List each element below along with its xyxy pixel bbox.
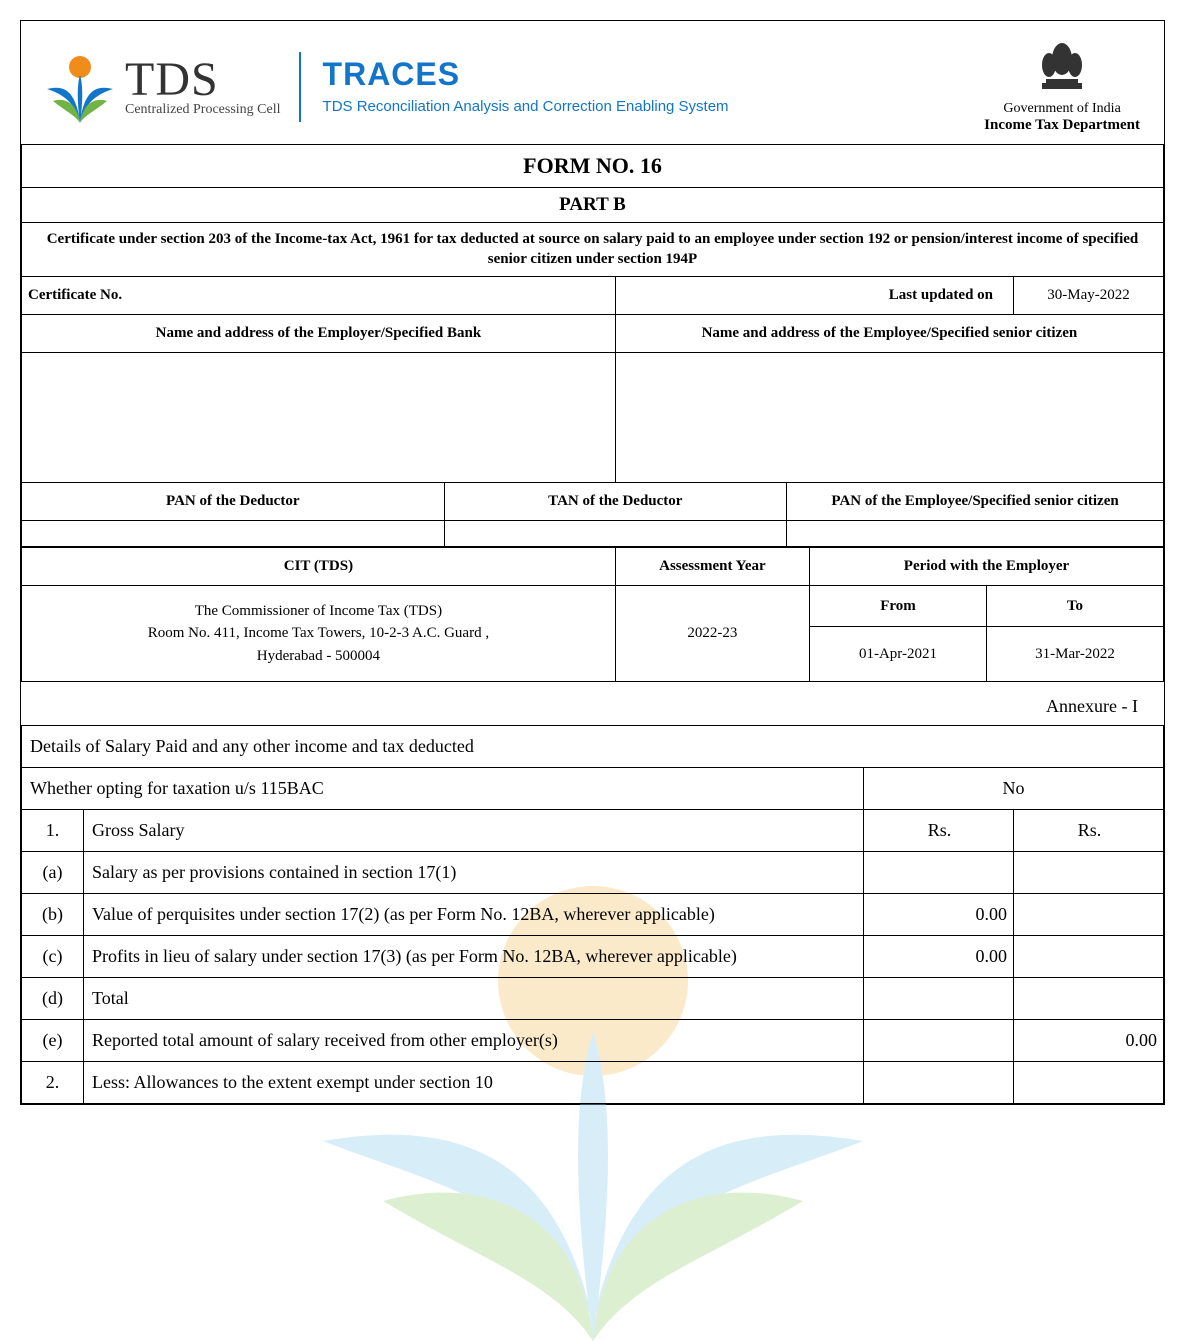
employer-address-cell (22, 352, 616, 482)
certificate-no-label: Certificate No. (22, 276, 616, 314)
cit-address: The Commissioner of Income Tax (TDS) Roo… (22, 585, 616, 682)
pan-employee-head: PAN of the Employee/Specified senior cit… (787, 482, 1164, 520)
row-d-amt2 (1014, 978, 1164, 1020)
gov-line1: Government of India (984, 101, 1140, 117)
row-e-amt1 (864, 1020, 1014, 1062)
form-header-table: FORM NO. 16 PART B Certificate under sec… (21, 144, 1164, 547)
gov-line2: Income Tax Department (984, 117, 1140, 134)
rs-header-1: Rs. (864, 810, 1014, 852)
cit-head: CIT (TDS) (22, 547, 616, 585)
ashoka-emblem-icon (1032, 39, 1092, 94)
row-c-amt2 (1014, 936, 1164, 978)
row-2-desc: Less: Allowances to the extent exempt un… (84, 1062, 864, 1104)
form-title: FORM NO. 16 (22, 145, 1164, 188)
row-b-desc: Value of perquisites under section 17(2)… (84, 894, 864, 936)
row-1-desc: Gross Salary (84, 810, 864, 852)
salary-details-table: Details of Salary Paid and any other inc… (21, 725, 1164, 1104)
traces-logo: TRACES TDS Reconciliation Analysis and C… (323, 58, 729, 115)
document-header: TDS Centralized Processing Cell TRACES T… (21, 21, 1164, 144)
row-a-desc: Salary as per provisions contained in se… (84, 852, 864, 894)
form-part: PART B (22, 188, 1164, 223)
row-d-desc: Total (84, 978, 864, 1020)
details-heading: Details of Salary Paid and any other inc… (22, 726, 1164, 768)
government-emblem-block: Government of India Income Tax Departmen… (984, 39, 1140, 134)
tan-deductor-value (444, 520, 787, 546)
header-divider (299, 52, 301, 122)
employee-address-cell (615, 352, 1163, 482)
row-b-amt1: 0.00 (864, 894, 1014, 936)
opt-115bac-label: Whether opting for taxation u/s 115BAC (22, 768, 864, 810)
row-2-amt2 (1014, 1062, 1164, 1104)
row-a-index: (a) (22, 852, 84, 894)
tds-title: TDS (125, 56, 281, 104)
row-c-amt1: 0.00 (864, 936, 1014, 978)
annexure-label: Annexure - I (21, 682, 1164, 725)
pan-deductor-value (22, 520, 445, 546)
from-date: 01-Apr-2021 (809, 627, 986, 682)
tan-deductor-head: TAN of the Deductor (444, 482, 787, 520)
employee-head: Name and address of the Employee/Specifi… (615, 314, 1163, 352)
row-c-index: (c) (22, 936, 84, 978)
tds-logo: TDS Centralized Processing Cell (45, 51, 281, 123)
rs-header-2: Rs. (1014, 810, 1164, 852)
row-c-desc: Profits in lieu of salary under section … (84, 936, 864, 978)
opt-115bac-value: No (864, 768, 1164, 810)
to-date: 31-Mar-2022 (986, 627, 1163, 682)
row-e-desc: Reported total amount of salary received… (84, 1020, 864, 1062)
employer-head: Name and address of the Employer/Specifi… (22, 314, 616, 352)
tds-flower-icon (45, 51, 115, 123)
assessment-year-head: Assessment Year (615, 547, 809, 585)
row-e-amt2: 0.00 (1014, 1020, 1164, 1062)
assessment-year-value: 2022-23 (615, 585, 809, 682)
last-updated-label: Last updated on (615, 276, 1013, 314)
row-b-index: (b) (22, 894, 84, 936)
pan-deductor-head: PAN of the Deductor (22, 482, 445, 520)
row-d-amt1 (864, 978, 1014, 1020)
row-a-amt2 (1014, 852, 1164, 894)
row-e-index: (e) (22, 1020, 84, 1062)
from-label: From (809, 585, 986, 627)
row-2-amt1 (864, 1062, 1014, 1104)
row-d-index: (d) (22, 978, 84, 1020)
traces-subtitle: TDS Reconciliation Analysis and Correcti… (323, 98, 729, 115)
period-head: Period with the Employer (809, 547, 1163, 585)
cit-table: CIT (TDS) Assessment Year Period with th… (21, 547, 1164, 683)
row-1-index: 1. (22, 810, 84, 852)
row-a-amt1 (864, 852, 1014, 894)
tds-subtitle: Centralized Processing Cell (125, 102, 281, 118)
form-description: Certificate under section 203 of the Inc… (22, 223, 1164, 277)
last-updated-date: 30-May-2022 (1014, 276, 1164, 314)
to-label: To (986, 585, 1163, 627)
row-b-amt2 (1014, 894, 1164, 936)
pan-employee-value (787, 520, 1164, 546)
traces-title: TRACES (323, 58, 729, 92)
row-2-index: 2. (22, 1062, 84, 1104)
